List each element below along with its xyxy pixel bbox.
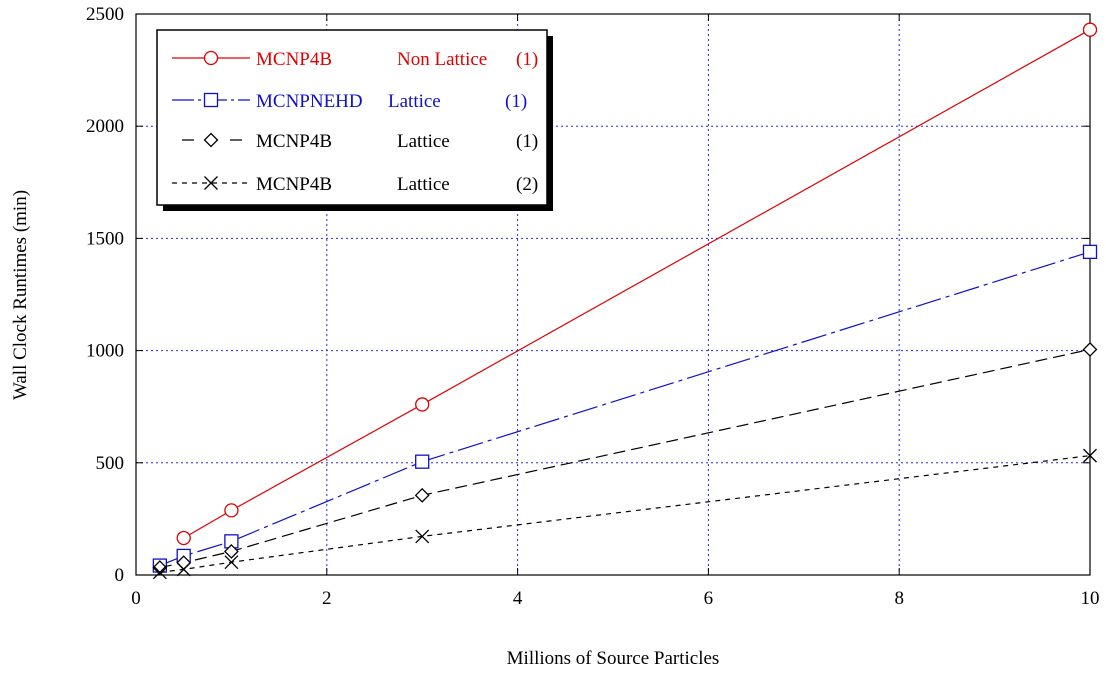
legend-marker <box>204 176 218 190</box>
x-axis-label: Millions of Source Particles <box>507 648 720 669</box>
legend-label: Lattice <box>397 174 450 195</box>
x-tick-label: 6 <box>704 588 714 609</box>
series-line <box>183 29 1091 539</box>
data-point-marker <box>224 503 239 518</box>
legend-entry: MCNP4B Lattice (2) <box>172 174 538 195</box>
plot-area-frame <box>135 13 1091 576</box>
legend-label: MCNP4B <box>256 131 332 152</box>
data-point-marker <box>152 565 167 580</box>
x-tick-label: 0 <box>131 588 141 609</box>
legend-label: (1) <box>516 131 538 152</box>
y-axis-label: Wall Clock Runtimes (min) <box>10 190 31 400</box>
y-axis-ticks: 0 500 1000 1500 2000 2500 <box>86 4 1090 586</box>
legend-label: MCNP4B <box>256 49 332 70</box>
legend-label: MCNPNEHD <box>256 91 363 112</box>
data-point-marker <box>1082 342 1098 357</box>
y-tick-label: 1500 <box>86 228 124 249</box>
data-point-marker <box>1083 448 1097 463</box>
series-line <box>159 348 1091 569</box>
data-point-marker <box>176 530 191 546</box>
legend-marker <box>203 92 219 108</box>
legend-marker <box>203 50 219 66</box>
series-1 <box>176 22 1098 546</box>
x-tick-label: 10 <box>1081 588 1100 609</box>
legend-entry: MCNP4B Non Lattice (1) <box>172 49 538 70</box>
x-tick-label: 8 <box>894 588 904 609</box>
legend-label: Lattice <box>388 91 441 112</box>
legend-label: MCNP4B <box>256 174 332 195</box>
y-tick-label: 0 <box>115 565 125 586</box>
series-4 <box>152 448 1097 580</box>
legend: MCNP4B Non Lattice (1)MCNPNEHD Lattice (1)MC… <box>156 29 553 211</box>
legend-label: (1) <box>505 91 527 112</box>
y-tick-label: 1000 <box>86 341 124 362</box>
data-point-marker <box>1082 22 1098 37</box>
y-tick-label: 500 <box>96 453 125 474</box>
legend-entry: MCNP4B Lattice (1) <box>182 131 538 152</box>
series-3 <box>152 342 1098 576</box>
legend-label: Lattice <box>397 131 450 152</box>
data-point-marker <box>1082 244 1098 260</box>
data-point-marker <box>415 397 430 412</box>
legend-box <box>156 29 548 206</box>
series-line <box>159 251 1091 567</box>
data-point-marker <box>414 487 430 503</box>
data-point-marker <box>176 562 191 577</box>
data-point-marker <box>415 529 430 544</box>
data-point-marker <box>223 544 239 559</box>
x-tick-label: 2 <box>322 588 332 609</box>
legend-marker <box>203 132 219 148</box>
data-point-marker <box>415 454 430 469</box>
legend-label: (2) <box>516 174 538 195</box>
legend-label: (1) <box>516 49 538 70</box>
legend-entry: MCNPNEHD Lattice (1) <box>172 91 527 112</box>
legend-label: Non Lattice <box>397 49 487 70</box>
grid-lines <box>136 14 1090 575</box>
data-point-marker <box>152 560 168 576</box>
series-2 <box>152 244 1098 573</box>
y-tick-label: 2000 <box>86 116 124 137</box>
x-tick-label: 4 <box>513 588 523 609</box>
series-group <box>152 22 1098 580</box>
x-axis-ticks: 0 2 4 6 8 10 <box>131 14 1100 609</box>
data-point-marker <box>224 555 239 570</box>
y-tick-label: 2500 <box>86 4 124 25</box>
